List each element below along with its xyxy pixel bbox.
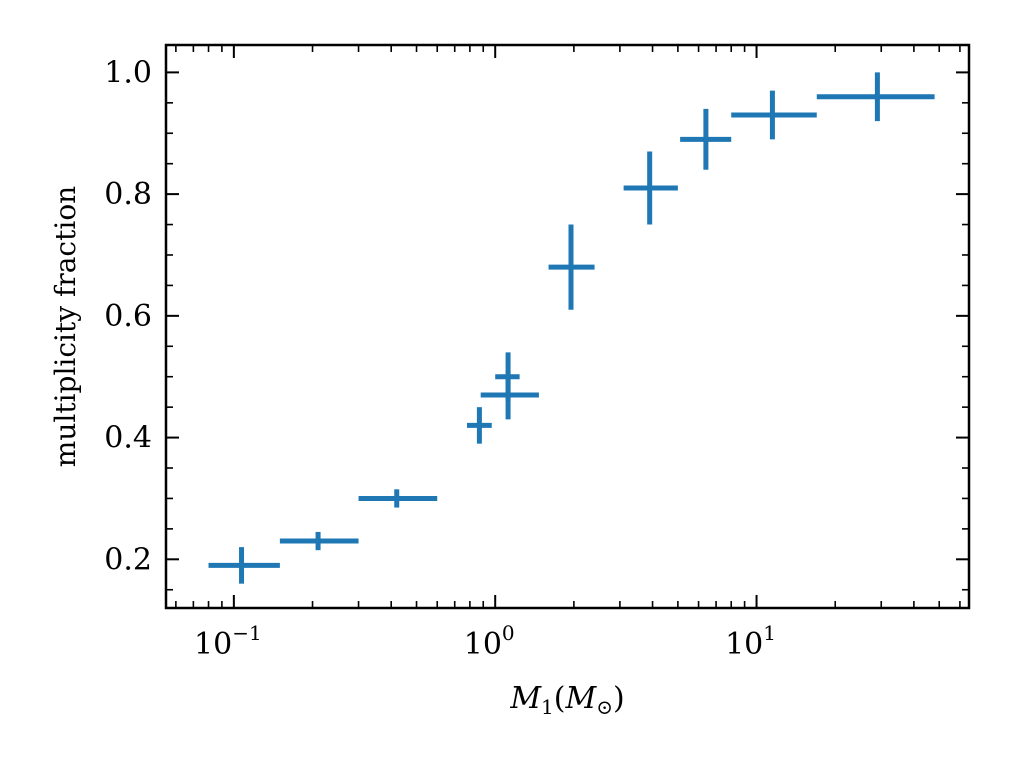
data-point — [731, 90, 817, 140]
minor-ticks — [166, 45, 969, 608]
y-tick-label: 0.8 — [104, 177, 152, 212]
x-label-symbol: M — [509, 681, 542, 716]
data-point — [548, 224, 595, 310]
x-label-symbol2: M — [564, 681, 597, 716]
major-ticks — [166, 45, 969, 608]
data-point — [279, 531, 359, 551]
data-point — [680, 108, 732, 170]
x-tick-label: 100 — [464, 621, 515, 662]
data-point — [495, 352, 520, 402]
y-tick-label: 0.2 — [104, 542, 152, 577]
y-tick-label: 1.0 — [104, 55, 152, 90]
x-tick-label: 101 — [725, 621, 776, 662]
x-label-open: ( — [554, 681, 566, 716]
x-label-sub1: 1 — [541, 695, 554, 719]
plot-frame — [164, 43, 971, 610]
x-label-close: ) — [613, 681, 625, 716]
x-axis-label: M1(M⊙) — [509, 681, 624, 719]
data-point — [816, 72, 935, 122]
y-tick-label: 0.4 — [104, 421, 152, 456]
x-label-sub2: ⊙ — [596, 695, 613, 719]
tick-labels: 10−1 100 101 0.2 0.4 0.6 0.8 1.0 — [104, 55, 776, 662]
data-point — [623, 151, 678, 225]
error-bars — [208, 72, 935, 584]
data-point — [208, 547, 280, 584]
data-point — [467, 407, 492, 444]
y-axis-label: multiplicity fraction — [49, 186, 82, 467]
data-point — [358, 489, 438, 508]
y-tick-label: 0.6 — [104, 299, 152, 334]
x-tick-label: 10−1 — [194, 621, 262, 662]
